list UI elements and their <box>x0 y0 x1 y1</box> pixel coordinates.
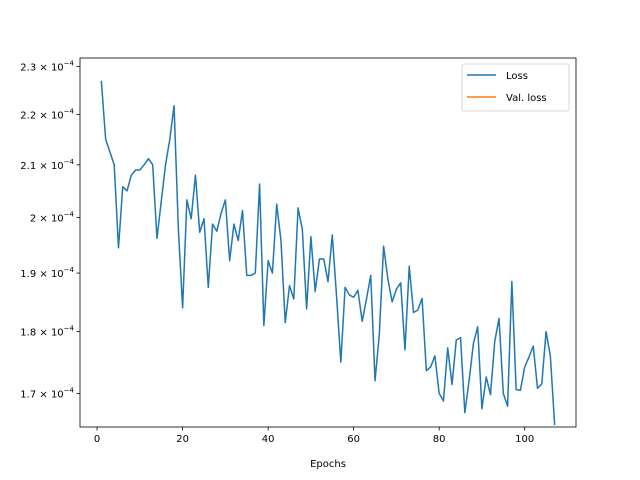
y-tick-mantissa: 2.1 <box>20 161 36 172</box>
y-tick-label: 2.1 × 10−4 <box>20 158 74 172</box>
y-tick-exponent: −4 <box>64 211 75 219</box>
y-tick-mantissa: 1.7 <box>20 389 36 400</box>
y-tick-mantissa: 1.9 <box>20 269 36 280</box>
y-tick-base: 10 <box>51 269 64 280</box>
y-tick-label: 1.7 × 10−4 <box>20 386 74 400</box>
y-tick-exponent: −4 <box>64 158 75 166</box>
y-tick-mantissa: 2 <box>30 214 36 225</box>
x-tick-label: 80 <box>433 434 446 445</box>
y-tick-mantissa: 1.8 <box>20 328 36 339</box>
legend-label-1: Loss <box>506 71 528 82</box>
legend: Loss Val. loss <box>461 63 570 112</box>
legend-label-2: Val. loss <box>506 93 547 104</box>
y-tick-label: 1.8 × 10−4 <box>20 325 74 339</box>
x-tick-label: 100 <box>515 434 534 445</box>
y-tick-base: 10 <box>51 161 64 172</box>
y-tick-base: 10 <box>51 328 64 339</box>
y-tick-exponent: −4 <box>64 266 75 274</box>
y-tick-base: 10 <box>51 214 64 225</box>
series-line-1 <box>100 80 556 426</box>
y-tick-exponent: −4 <box>64 386 75 394</box>
x-tick-label: 0 <box>94 434 100 445</box>
y-tick-label: 2.3 × 10−4 <box>20 59 74 73</box>
series-layer <box>100 80 556 426</box>
x-tick-label: 20 <box>176 434 189 445</box>
x-axis: 0 20 40 60 80 100 <box>94 427 534 445</box>
x-axis-label: Epochs <box>310 459 346 470</box>
y-tick-mantissa: 2.2 <box>20 111 36 122</box>
y-tick-base: 10 <box>51 111 64 122</box>
y-tick-mantissa: 2.3 <box>20 62 36 73</box>
x-tick-label: 60 <box>347 434 360 445</box>
y-tick-exponent: −4 <box>64 108 75 116</box>
y-tick-label: 2 × 10−4 <box>30 211 75 225</box>
y-tick-exponent: −4 <box>64 59 75 67</box>
y-tick-base: 10 <box>51 62 64 73</box>
y-tick-label: 1.9 × 10−4 <box>20 266 74 280</box>
y-axis: 1.7 × 10−4 1.8 × 10−4 1.9 × 10−4 2 × 10−4 2.… <box>20 59 80 400</box>
x-tick-label: 40 <box>262 434 275 445</box>
y-tick-exponent: −4 <box>64 325 75 333</box>
y-tick-base: 10 <box>51 389 64 400</box>
y-tick-label: 2.2 × 10−4 <box>20 108 74 122</box>
plot-frame <box>79 57 577 428</box>
